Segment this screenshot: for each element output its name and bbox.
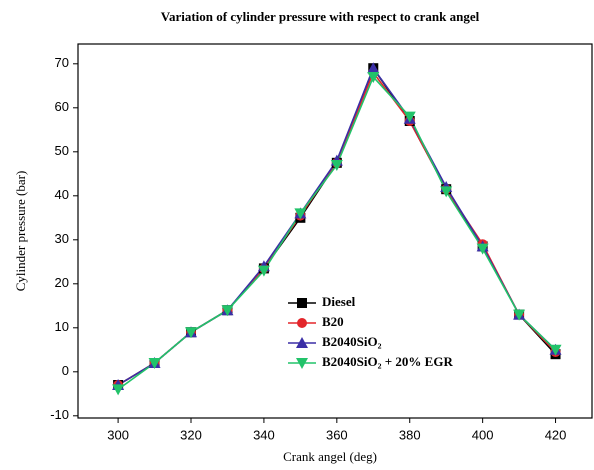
x-tick-label: 320 <box>180 427 202 442</box>
x-tick-label: 380 <box>399 427 421 442</box>
plot-frame <box>77 43 593 419</box>
marker <box>330 160 343 171</box>
y-tick-label: 0 <box>62 363 69 378</box>
legend-label: B2040SiO₂ + 20% EGR <box>322 354 453 369</box>
y-tick-label: 60 <box>55 99 69 114</box>
marker <box>297 318 307 328</box>
y-tick-label: 40 <box>55 187 69 202</box>
marker <box>185 327 198 339</box>
y-tick-label: 20 <box>55 275 69 290</box>
marker <box>257 265 270 277</box>
marker <box>367 62 380 74</box>
marker <box>367 72 380 83</box>
marker <box>513 309 526 321</box>
marker <box>549 344 562 356</box>
y-tick-label: -10 <box>50 407 69 422</box>
marker <box>297 298 307 308</box>
y-tick-label: 50 <box>55 143 69 158</box>
marker <box>294 208 307 220</box>
marker <box>440 186 453 198</box>
y-axis-label: Cylinder pressure (bar) <box>13 171 28 292</box>
marker <box>112 384 125 396</box>
legend-label: Diesel <box>322 294 356 309</box>
x-tick-label: 340 <box>253 427 275 442</box>
x-tick-label: 400 <box>472 427 494 442</box>
marker <box>148 358 161 369</box>
legend-label: B2040SiO₂ <box>322 334 382 349</box>
marker <box>296 337 308 348</box>
y-tick-label: 10 <box>55 319 69 334</box>
marker <box>476 243 489 255</box>
x-tick-label: 300 <box>107 427 129 442</box>
x-tick-label: 360 <box>326 427 348 442</box>
y-tick-label: 70 <box>55 55 69 70</box>
legend-label: B20 <box>322 314 344 329</box>
y-tick-label: 30 <box>55 231 69 246</box>
marker <box>296 358 308 369</box>
x-axis-label: Crank angel (deg) <box>283 449 377 464</box>
marker <box>221 305 234 317</box>
x-tick-label: 420 <box>545 427 567 442</box>
chart-title: Variation of cylinder pressure with resp… <box>161 9 480 24</box>
marker <box>403 111 416 123</box>
